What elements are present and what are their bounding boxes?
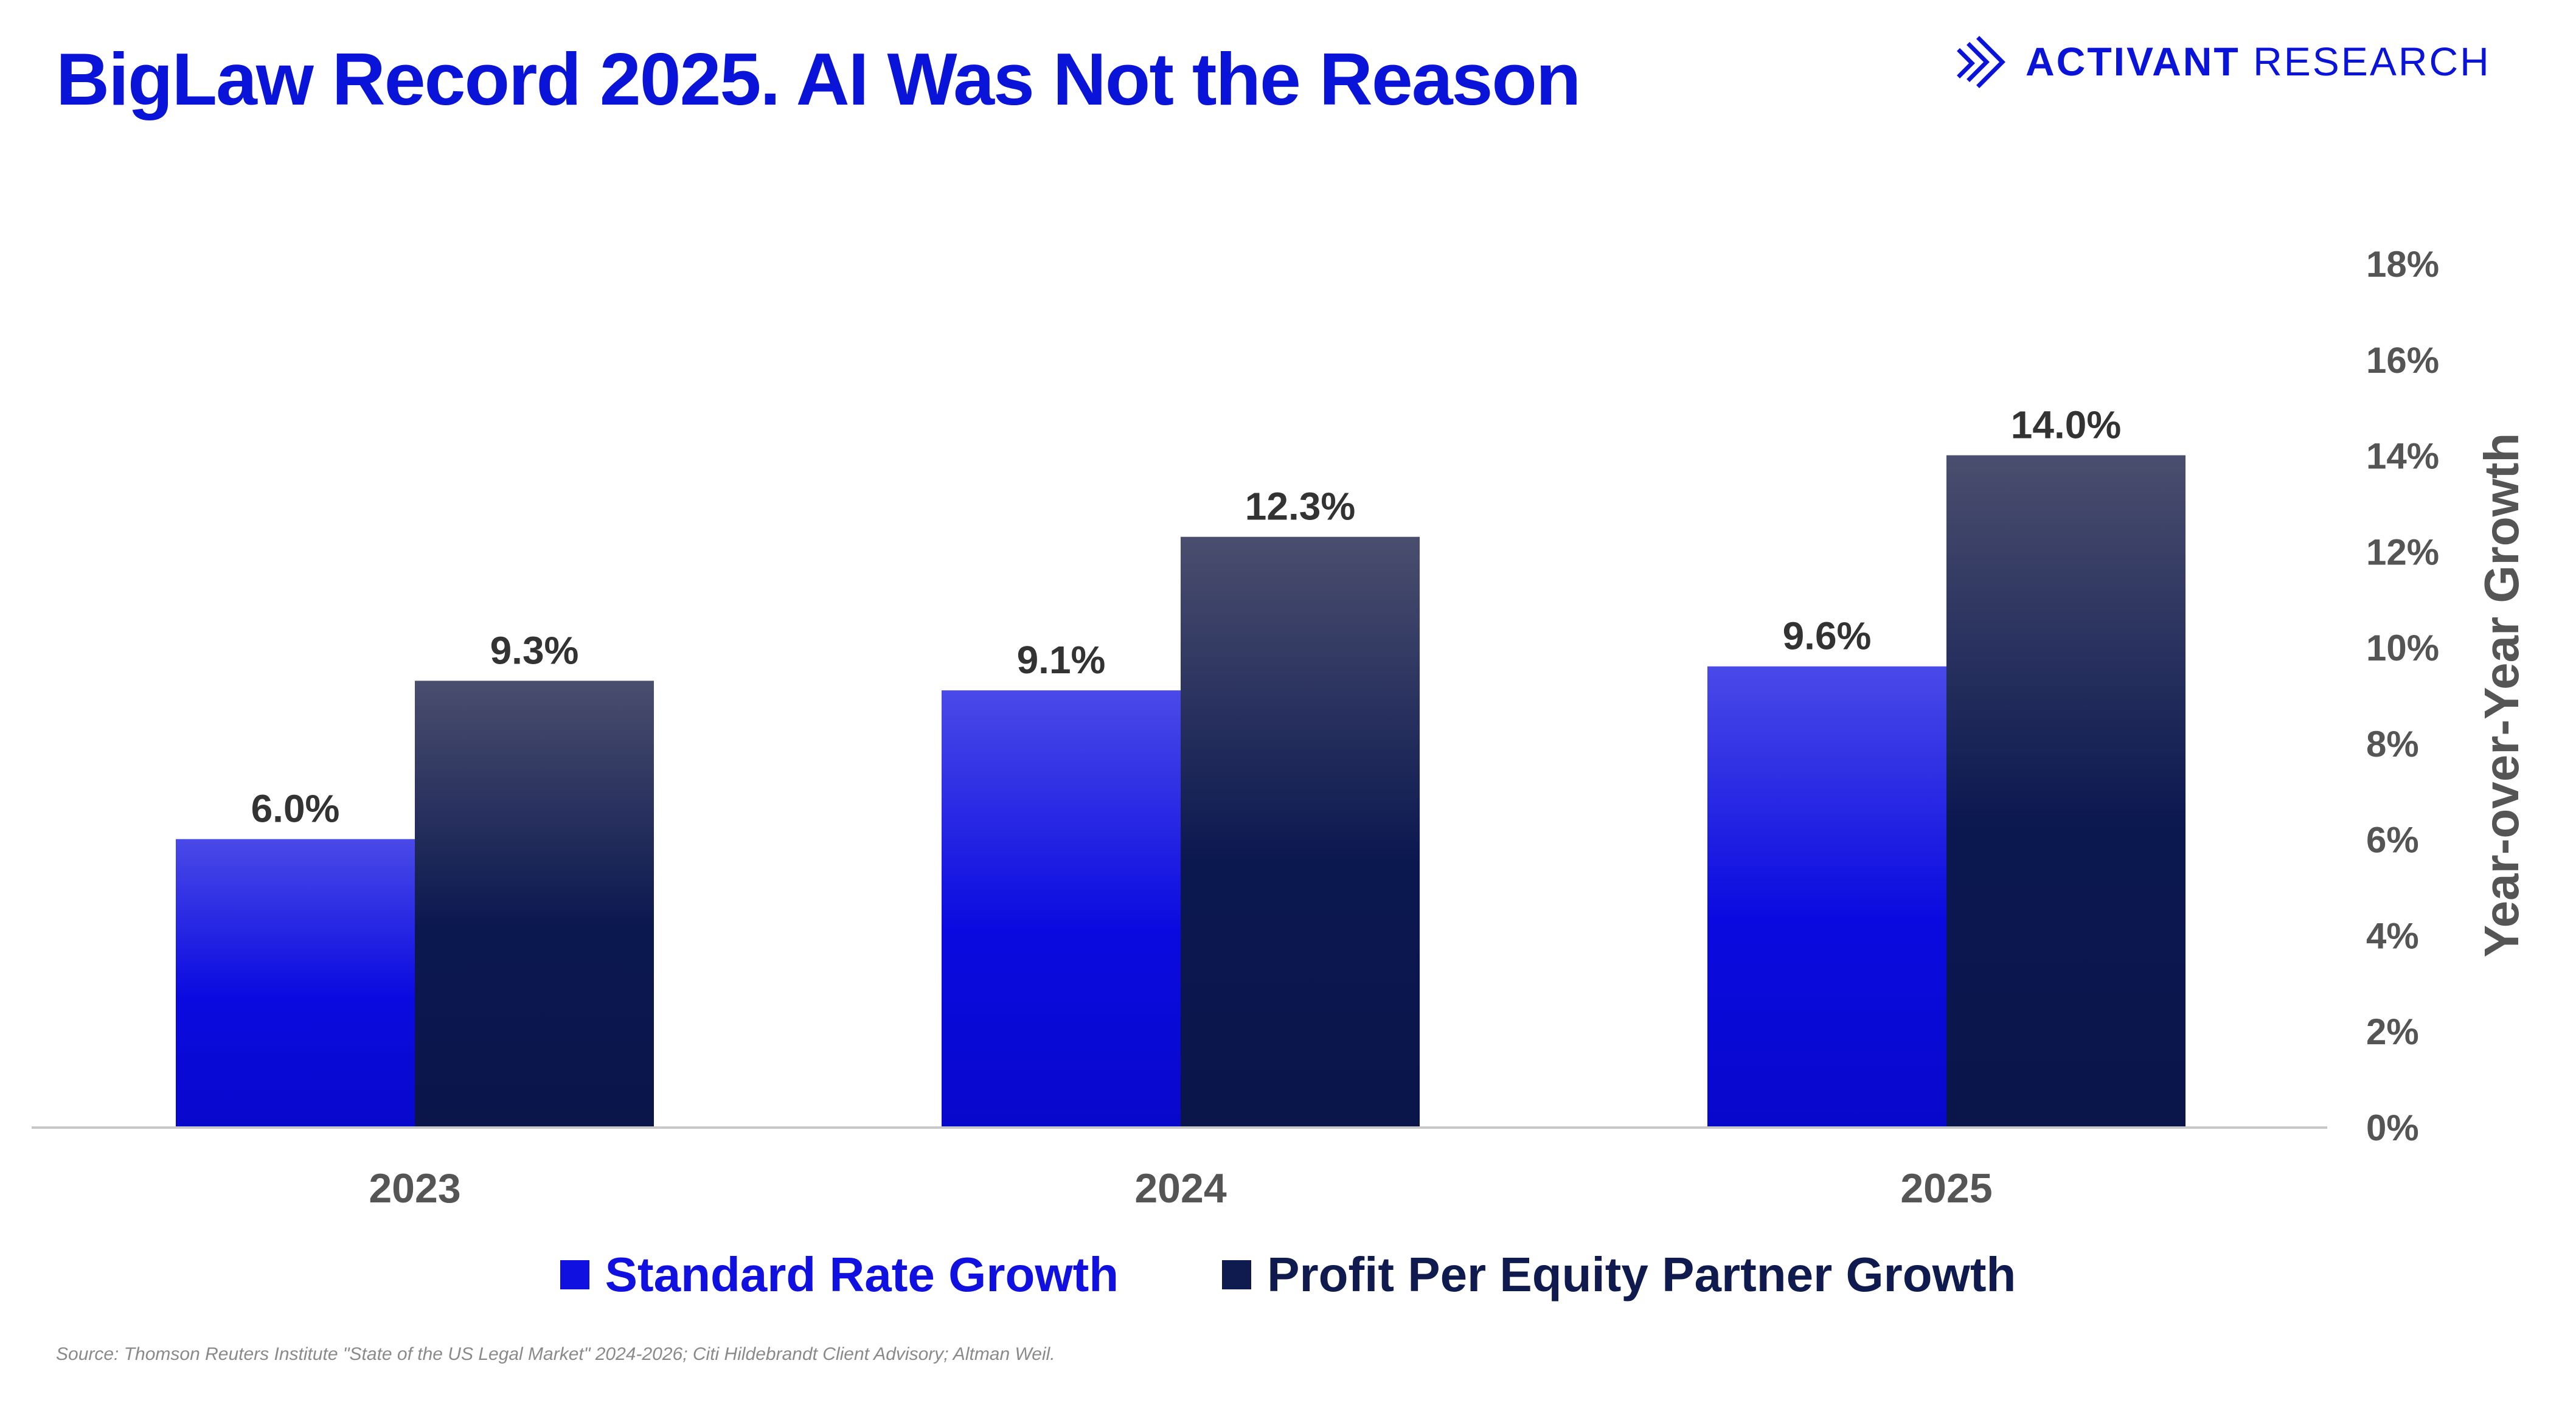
x-tick-label-2025: 2025 xyxy=(1900,1165,1992,1212)
bar-standard-2024 xyxy=(942,690,1181,1127)
bar-ppep-2025 xyxy=(1946,455,2185,1127)
bar-standard-2023 xyxy=(176,839,415,1127)
x-tick-label-2024: 2024 xyxy=(1134,1165,1226,1212)
legend-swatch-standard xyxy=(560,1260,589,1289)
y-tick-label-5: 10% xyxy=(2366,628,2439,668)
brand-logo: ACTIVANT RESEARCH xyxy=(1954,34,2491,89)
chart-legend: Standard Rate Growth Profit Per Equity P… xyxy=(0,1247,2576,1303)
data-label-standard-2023: 6.0% xyxy=(251,787,340,831)
data-label-standard-2025: 9.6% xyxy=(1783,614,1872,658)
y-tick-label-6: 12% xyxy=(2366,532,2439,572)
y-tick-label-9: 18% xyxy=(2366,244,2439,285)
bar-standard-2025 xyxy=(1707,666,1946,1127)
x-tick-label-2023: 2023 xyxy=(369,1165,460,1212)
legend-label-standard: Standard Rate Growth xyxy=(605,1247,1119,1302)
y-tick-label-1: 2% xyxy=(2366,1011,2419,1052)
bar-ppep-2024 xyxy=(1181,536,1420,1127)
data-label-ppep-2023: 9.3% xyxy=(490,628,579,672)
y-tick-label-0: 0% xyxy=(2366,1108,2419,1148)
y-tick-label-8: 16% xyxy=(2366,340,2439,381)
data-label-ppep-2025: 14.0% xyxy=(2011,403,2121,447)
y-tick-label-2: 4% xyxy=(2366,915,2419,956)
data-label-standard-2024: 9.1% xyxy=(1017,638,1106,682)
data-label-ppep-2024: 12.3% xyxy=(1245,485,1355,529)
y-tick-label-4: 8% xyxy=(2366,724,2419,764)
legend-label-ppep: Profit Per Equity Partner Growth xyxy=(1267,1247,2016,1302)
page-title: BigLaw Record 2025. AI Was Not the Reaso… xyxy=(56,38,1581,120)
legend-item-standard: Standard Rate Growth xyxy=(560,1247,1119,1303)
legend-item-ppep: Profit Per Equity Partner Growth xyxy=(1222,1247,2016,1303)
activant-logo-icon xyxy=(1957,36,2005,88)
y-tick-label-7: 14% xyxy=(2366,436,2439,477)
y-tick-label-3: 6% xyxy=(2366,820,2419,861)
brand-name: ACTIVANT RESEARCH xyxy=(2026,39,2491,84)
y-axis-label: Year-over-Year Growth xyxy=(2474,433,2529,958)
bar-ppep-2023 xyxy=(415,681,654,1127)
legend-swatch-ppep xyxy=(1222,1260,1252,1289)
source-note: Source: Thomson Reuters Institute "State… xyxy=(56,1344,1055,1364)
